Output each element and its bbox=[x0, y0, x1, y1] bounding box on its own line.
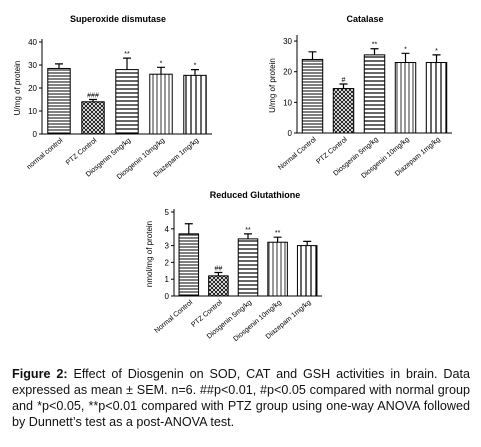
y-tick-label: 40 bbox=[28, 38, 37, 47]
y-axis-label: U/mg of protein bbox=[268, 58, 277, 113]
error-bar bbox=[339, 83, 348, 89]
chart-title: Superoxide dismutase bbox=[70, 14, 166, 24]
significance-label: ## bbox=[215, 265, 223, 272]
error-bar bbox=[191, 69, 199, 76]
error-bar bbox=[432, 54, 441, 63]
caption: Figure 2: Effect of Diosgenin on SOD, CA… bbox=[12, 366, 470, 430]
bar bbox=[237, 238, 259, 297]
error-bar bbox=[214, 271, 223, 276]
chart-title: Catalase bbox=[346, 14, 383, 24]
significance-label: ** bbox=[372, 42, 378, 49]
y-tick-label: 10 bbox=[28, 107, 37, 116]
bar bbox=[208, 275, 229, 297]
y-tick-label: 1 bbox=[165, 275, 170, 284]
y-axis-label: U/mg of protein bbox=[13, 61, 22, 116]
caption-label: Figure 2: bbox=[12, 367, 68, 381]
y-tick-label: 20 bbox=[28, 84, 37, 93]
significance-label: ** bbox=[124, 51, 130, 58]
bar bbox=[363, 54, 386, 134]
bar bbox=[115, 69, 139, 135]
bar bbox=[425, 62, 448, 134]
error-bar bbox=[55, 63, 63, 69]
significance-label: * bbox=[160, 60, 163, 67]
x-tick-label: PTZ Control bbox=[65, 137, 99, 167]
y-tick-label: 0 bbox=[288, 129, 293, 138]
y-tick-label: 5 bbox=[165, 208, 170, 217]
bar bbox=[267, 241, 288, 297]
y-tick-label: 2 bbox=[165, 258, 170, 267]
bar bbox=[81, 101, 105, 135]
error-bar bbox=[184, 223, 193, 234]
bar bbox=[178, 233, 200, 297]
significance-label: * bbox=[435, 48, 438, 55]
error-bar bbox=[157, 66, 165, 75]
error-bar bbox=[370, 48, 379, 55]
significance-label: ** bbox=[245, 227, 251, 234]
significance-label: * bbox=[194, 63, 197, 70]
significance-label: ** bbox=[275, 230, 281, 237]
x-tick-label: Normal Control bbox=[277, 136, 318, 172]
y-axis-label: nmol/mg of protein bbox=[145, 221, 154, 287]
bar bbox=[47, 67, 71, 135]
error-bar bbox=[273, 236, 282, 243]
bar bbox=[332, 88, 355, 134]
error-bar bbox=[308, 51, 317, 60]
error-bar bbox=[89, 98, 97, 102]
caption-text: Effect of Diosgenin on SOD, CAT and GSH … bbox=[12, 367, 470, 429]
error-bar bbox=[123, 57, 131, 70]
y-tick-label: 10 bbox=[283, 98, 292, 107]
error-bar bbox=[303, 240, 312, 246]
bar bbox=[149, 73, 173, 135]
bar bbox=[183, 74, 207, 135]
significance-label: ### bbox=[87, 93, 99, 100]
error-bar bbox=[401, 52, 410, 63]
bar bbox=[296, 245, 318, 297]
bar bbox=[301, 58, 324, 134]
bar bbox=[394, 62, 417, 134]
y-tick-label: 30 bbox=[28, 61, 37, 70]
significance-label: # bbox=[342, 77, 346, 84]
y-tick-label: 30 bbox=[283, 37, 292, 46]
y-tick-label: 4 bbox=[165, 225, 170, 234]
x-tick-label: normal control bbox=[26, 137, 65, 171]
y-tick-label: 20 bbox=[283, 68, 292, 77]
significance-label: * bbox=[404, 46, 407, 53]
error-bar bbox=[244, 233, 252, 239]
x-tick-label: Normal Control bbox=[154, 299, 195, 335]
chart-title: Reduced Glutathione bbox=[210, 190, 301, 200]
y-tick-label: 0 bbox=[33, 130, 38, 139]
y-tick-label: 0 bbox=[165, 292, 170, 301]
y-tick-label: 3 bbox=[165, 242, 170, 251]
